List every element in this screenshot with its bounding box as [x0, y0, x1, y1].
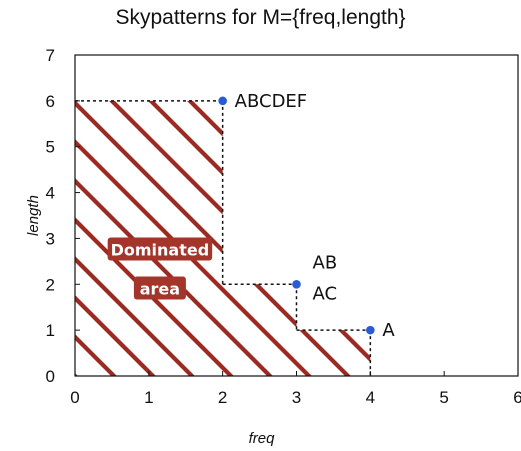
x-tick-label: 0	[70, 388, 79, 407]
skyline-boundary	[75, 100, 372, 376]
y-tick-label: 0	[46, 367, 55, 386]
data-point	[366, 325, 375, 335]
hatch-stroke	[277, 100, 371, 376]
data-point	[292, 279, 301, 289]
dominated-label-line: area	[140, 279, 180, 298]
x-tick-label: 6	[513, 388, 521, 407]
x-axis-label: freq	[249, 430, 276, 447]
hatch-stroke	[316, 100, 371, 376]
y-tick-label: 4	[46, 184, 55, 203]
point-label: AB	[313, 252, 338, 273]
y-axis-ticks: 0 1 2 3 4 5 6 7	[46, 46, 80, 386]
x-tick-label: 1	[144, 388, 153, 407]
x-tick-label: 3	[292, 388, 301, 407]
y-axis-label: length	[25, 195, 42, 236]
point-label: AC	[313, 283, 338, 304]
y-tick-label: 6	[46, 92, 55, 111]
hatch-stroke	[75, 100, 371, 376]
point-label: A	[382, 320, 395, 341]
x-tick-label: 5	[439, 388, 448, 407]
data-point	[218, 96, 227, 106]
hatch-stroke	[75, 100, 313, 376]
dominated-label-background	[133, 276, 186, 300]
hatch-stroke	[397, 35, 521, 451]
dominated-area-label: Dominated area	[107, 237, 213, 300]
x-tick-label: 2	[218, 388, 227, 407]
dominated-label-line: Dominated	[111, 240, 210, 259]
y-tick-label: 7	[46, 46, 55, 65]
y-tick-label: 1	[46, 321, 55, 340]
dominated-label-background	[107, 237, 213, 261]
y-tick-label: 3	[46, 229, 55, 248]
chart-title: Skypatterns for M={freq,length}	[115, 6, 406, 29]
y-tick-label: 5	[46, 138, 55, 157]
y-tick-label: 2	[46, 275, 55, 294]
x-axis-ticks: 0 1 2 3 4 5 6	[70, 371, 521, 407]
point-label: ABCDEF	[235, 91, 308, 112]
x-tick-label: 4	[366, 388, 375, 407]
data-points: ABCDEF AB AC A	[218, 91, 395, 341]
